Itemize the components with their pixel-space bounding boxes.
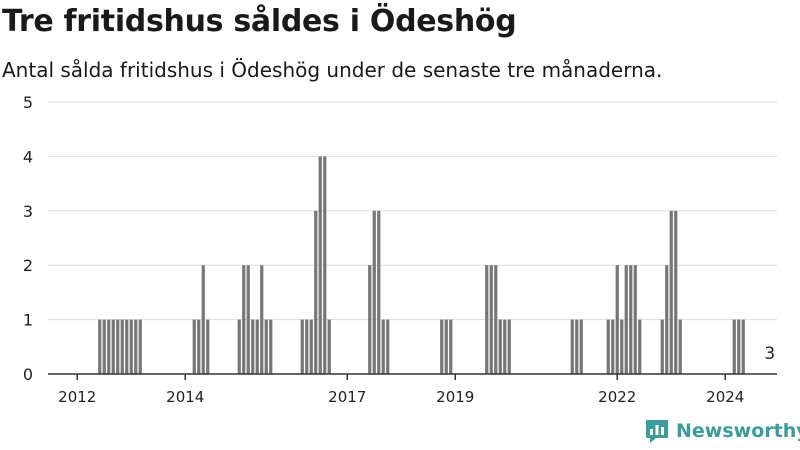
bar <box>323 156 327 374</box>
bar <box>638 319 642 374</box>
x-tick-label: 2022 <box>598 388 636 406</box>
y-tick-label: 3 <box>23 202 33 221</box>
bar <box>624 265 628 374</box>
y-tick-label: 1 <box>23 311 33 330</box>
bar <box>264 319 268 374</box>
x-tick-label: 2012 <box>58 388 96 406</box>
bar <box>633 265 637 374</box>
bar <box>485 265 489 374</box>
newsworthy-logo: Newsworthy <box>644 418 800 444</box>
bar <box>669 210 673 374</box>
bar <box>507 319 511 374</box>
x-tick-label: 2017 <box>328 388 366 406</box>
bar <box>269 319 273 374</box>
bar <box>489 265 493 374</box>
bar <box>368 265 372 374</box>
bar <box>575 319 579 374</box>
bar <box>98 319 102 374</box>
bar <box>246 265 250 374</box>
bar <box>737 319 741 374</box>
newsworthy-logo-icon <box>646 420 668 443</box>
x-tick-label: 2024 <box>706 388 744 406</box>
bar <box>111 319 115 374</box>
bar <box>300 319 304 374</box>
bar <box>251 319 255 374</box>
bar <box>192 319 196 374</box>
chart-subtitle: Antal sålda fritidshus i Ödeshög under d… <box>2 58 663 82</box>
y-tick-label: 5 <box>23 93 33 112</box>
bar <box>386 319 390 374</box>
bar <box>116 319 120 374</box>
bar <box>197 319 201 374</box>
bar <box>377 210 381 374</box>
bar <box>242 265 246 374</box>
bar <box>260 265 264 374</box>
brand-name: Newsworthy <box>676 420 800 442</box>
bar <box>444 319 448 374</box>
bar <box>107 319 111 374</box>
bar <box>372 210 376 374</box>
bar <box>665 265 669 374</box>
bar <box>255 319 259 374</box>
bar <box>449 319 453 374</box>
bar <box>615 265 619 374</box>
bar <box>134 319 138 374</box>
x-tick-label: 2019 <box>436 388 474 406</box>
bar <box>201 265 205 374</box>
y-tick-label: 2 <box>23 256 33 275</box>
bar <box>237 319 241 374</box>
bar <box>611 319 615 374</box>
chart-title: Tre fritidshus såldes i Ödeshög <box>2 4 517 39</box>
bar <box>494 265 498 374</box>
bar <box>579 319 583 374</box>
bar <box>120 319 124 374</box>
bar <box>741 319 745 374</box>
highlight-bar-label: 3 <box>764 344 775 364</box>
bar <box>381 319 385 374</box>
bar <box>309 319 313 374</box>
bar <box>660 319 664 374</box>
bar <box>129 319 133 374</box>
bar <box>314 210 318 374</box>
bar <box>440 319 444 374</box>
bar <box>327 319 331 374</box>
x-tick-label: 2014 <box>166 388 204 406</box>
bar <box>305 319 309 374</box>
bar <box>138 319 142 374</box>
bar <box>498 319 502 374</box>
y-tick-label: 0 <box>23 365 33 384</box>
bar <box>629 265 633 374</box>
bar <box>570 319 574 374</box>
y-tick-label: 4 <box>23 147 33 166</box>
bar <box>678 319 682 374</box>
bar <box>206 319 210 374</box>
bar <box>674 210 678 374</box>
bar <box>503 319 507 374</box>
bar <box>606 319 610 374</box>
bar <box>620 319 624 374</box>
bar <box>318 156 322 374</box>
bar <box>125 319 129 374</box>
bar <box>102 319 106 374</box>
bar <box>732 319 736 374</box>
